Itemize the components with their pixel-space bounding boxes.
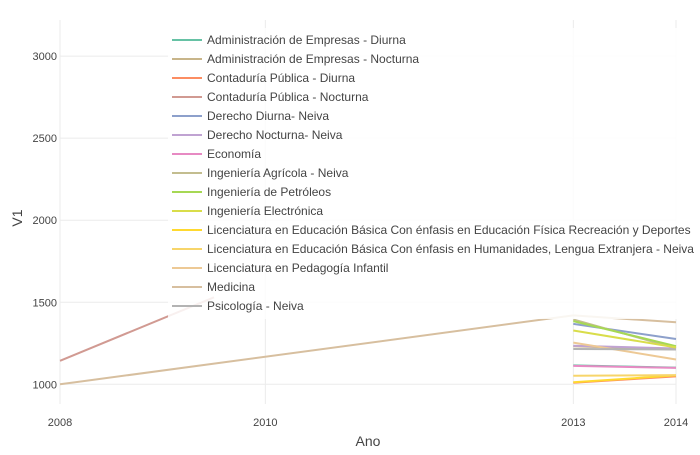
series-line-5 <box>573 322 677 340</box>
legend-label: Ingeniería Electrónica <box>207 204 323 218</box>
y-tick-label: 3000 <box>33 51 57 63</box>
series-line-10 <box>573 329 677 349</box>
series-line-7 <box>573 364 677 369</box>
legend-item[interactable]: Administración de Empresas - Diurna <box>172 33 406 47</box>
y-tick-label: 1500 <box>33 297 57 309</box>
legend-item[interactable]: Economía <box>172 147 261 161</box>
legend-label: Licenciatura en Educación Básica Con énf… <box>207 223 691 237</box>
series-line-13 <box>573 341 677 361</box>
x-tick-label: 2014 <box>664 417 688 429</box>
legend-item[interactable]: Medicina <box>172 280 255 294</box>
series-line-9 <box>573 320 677 348</box>
x-axis-title: Ano <box>356 433 381 449</box>
x-tick-label: 2010 <box>253 417 277 429</box>
y-tick-label: 2000 <box>33 215 57 227</box>
legend-item[interactable]: Contaduría Pública - Nocturna <box>172 90 369 104</box>
legend-item[interactable]: Licenciatura en Pedagogía Infantil <box>172 261 388 275</box>
series-line-11 <box>573 374 677 384</box>
axis-layer: 2008 2010 2013 2014 1000 1500 2000 2500 3000 <box>33 51 689 429</box>
legend-label: Derecho Nocturna- Neiva <box>207 128 343 142</box>
legend-background <box>168 28 696 319</box>
legend-label: Ingeniería de Petróleos <box>207 185 331 199</box>
legend-label: Administración de Empresas - Nocturna <box>207 52 419 66</box>
x-tick-label: 2013 <box>561 417 585 429</box>
y-tick-label: 2500 <box>33 133 57 145</box>
legend-item[interactable]: Ingeniería de Petróleos <box>172 185 331 199</box>
legend-item[interactable]: Ingeniería Electrónica <box>172 204 323 218</box>
legend-item[interactable]: Administración de Empresas - Nocturna <box>172 52 419 66</box>
legend-label: Derecho Diurna- Neiva <box>207 109 329 123</box>
legend-item[interactable]: Derecho Diurna- Neiva <box>172 109 329 123</box>
legend[interactable]: Administración de Empresas - Diurna Admin… <box>168 28 696 319</box>
legend-item[interactable]: Contaduría Pública - Diurna <box>172 71 355 85</box>
legend-label: Medicina <box>207 280 255 294</box>
legend-label: Psicología - Neiva <box>207 299 304 313</box>
legend-item[interactable]: Psicología - Neiva <box>172 299 304 313</box>
series-line-15 <box>573 348 677 351</box>
y-tick-label: 1000 <box>33 379 57 391</box>
legend-item[interactable]: Licenciatura en Educación Básica Con énf… <box>172 242 694 256</box>
legend-item[interactable]: Ingeniería Agrícola - Neiva <box>172 166 349 180</box>
legend-label: Administración de Empresas - Diurna <box>207 33 406 47</box>
legend-label: Licenciatura en Pedagogía Infantil <box>207 261 388 275</box>
legend-label: Contaduría Pública - Diurna <box>207 71 355 85</box>
legend-item[interactable]: Licenciatura en Educación Básica Con énf… <box>172 223 691 237</box>
legend-item[interactable]: Derecho Nocturna- Neiva <box>172 128 343 142</box>
legend-label: Economía <box>207 147 261 161</box>
legend-label: Ingeniería Agrícola - Neiva <box>207 166 349 180</box>
legend-label: Contaduría Pública - Nocturna <box>207 90 369 104</box>
legend-label: Licenciatura en Educación Básica Con énf… <box>207 242 694 256</box>
series-line-12 <box>573 374 677 377</box>
y-axis-title: V1 <box>9 209 25 226</box>
x-tick-label: 2008 <box>48 417 72 429</box>
